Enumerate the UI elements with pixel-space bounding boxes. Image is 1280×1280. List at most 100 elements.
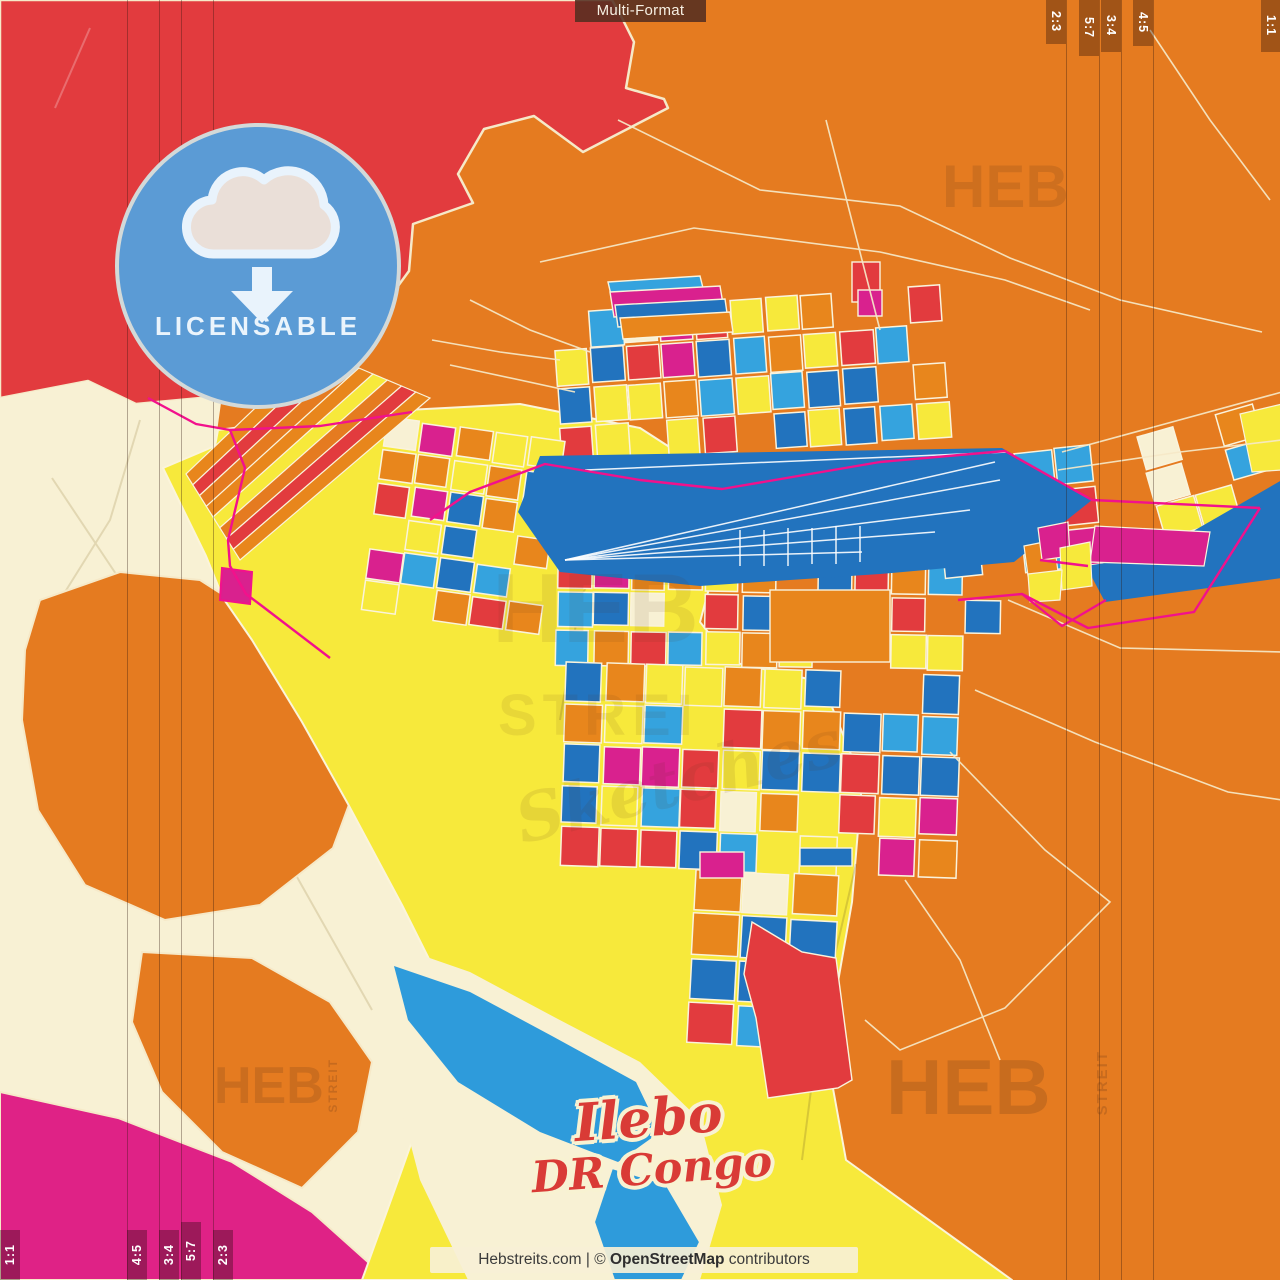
map-parcel (915, 401, 953, 441)
map-parcel (435, 556, 476, 594)
lake (394, 966, 660, 1162)
aspect-tab-4-5-top[interactable]: 4:5 (1133, 0, 1153, 46)
map-parcel (907, 284, 943, 324)
map-parcel (562, 703, 604, 744)
map-parcel (690, 911, 741, 958)
aspect-tab-2-3-top[interactable]: 2:3 (1046, 0, 1066, 44)
map-parcel (683, 666, 724, 708)
map-parcel (767, 334, 804, 374)
map-parcel (605, 662, 646, 703)
map-parcel (410, 486, 449, 522)
osm-link[interactable]: OpenStreetMap (609, 1251, 725, 1268)
map-parcel (665, 417, 701, 458)
aspect-tab-label: 2:3 (1049, 11, 1063, 33)
map-parcel (377, 448, 417, 485)
map-parcel (360, 579, 401, 616)
map-parcel (874, 325, 910, 365)
map-parcel (644, 663, 684, 705)
map-parcel (629, 631, 667, 668)
map-parcel (373, 482, 411, 520)
aspect-tab-4-5-bottom[interactable]: 4:5 (127, 1230, 147, 1280)
map-parcel (593, 383, 630, 423)
aspect-tab-1-1-top[interactable]: 1:1 (1261, 0, 1280, 52)
map-parcel (562, 743, 601, 784)
road-minor (54, 27, 91, 109)
map-parcel (472, 563, 512, 598)
accent-parcels (218, 261, 891, 1099)
parcel-zone (360, 415, 566, 636)
map-parcel (417, 422, 457, 458)
map-parcel (800, 752, 842, 794)
map-parcel (445, 491, 485, 528)
map-parcel (688, 958, 738, 1002)
map-parcel (592, 591, 630, 627)
map-parcel (773, 411, 809, 450)
map-parcel (1053, 443, 1095, 486)
map-parcel (920, 715, 959, 757)
map-parcel (695, 338, 733, 378)
map-parcel (399, 551, 439, 589)
map-parcel (1145, 462, 1192, 506)
map-parcel (560, 784, 599, 824)
map-parcel (719, 790, 758, 833)
map-parcel (600, 785, 639, 827)
streets-in-blue-block (564, 451, 1009, 566)
aspect-tab-5-7-bottom[interactable]: 5:7 (181, 1222, 201, 1280)
region-orange-blob-south (130, 950, 374, 1190)
map-parcel (799, 292, 835, 331)
aspect-tab-3-4-bottom[interactable]: 3:4 (159, 1230, 179, 1280)
map-parcel (625, 343, 662, 381)
map-parcel (878, 403, 915, 442)
map-parcel (769, 370, 806, 411)
aspect-tab-label: 1:1 (3, 1244, 17, 1266)
map-parcel (678, 788, 717, 830)
aspect-tab-label: 5:7 (1082, 17, 1096, 39)
map-parcel (702, 415, 739, 455)
map-parcel (761, 709, 802, 752)
map-parcel (564, 661, 603, 703)
map-parcel (912, 361, 949, 401)
map-parcel (803, 669, 842, 709)
map-parcel (404, 519, 443, 555)
map-parcel (667, 631, 703, 667)
map-parcel (732, 335, 768, 375)
site-link[interactable]: Hebstreits.com (478, 1251, 582, 1268)
street-network (431, 29, 1280, 1061)
map-parcel (602, 745, 642, 786)
map-parcel (663, 378, 700, 419)
map-parcel (593, 630, 630, 667)
map-parcel (629, 592, 666, 627)
map-parcel (432, 589, 472, 627)
map-parcel (842, 712, 882, 754)
map-parcel (759, 792, 800, 833)
map-parcel (722, 708, 763, 750)
multi-format-tab[interactable]: Multi-Format (575, 0, 706, 22)
map-parcel (491, 431, 529, 468)
map-parcel (640, 746, 681, 789)
region-magenta (0, 1090, 390, 1280)
map-parcel (807, 407, 843, 448)
map-parcel (763, 668, 803, 710)
parcel-zone (559, 661, 961, 879)
map-parcel (556, 591, 594, 628)
map-parcel (839, 752, 881, 795)
map-parcel (698, 377, 736, 417)
licensable-badge[interactable]: LICENSABLE (115, 123, 401, 409)
map-parcel (232, 391, 432, 561)
aspect-tab-3-4-top[interactable]: 3:4 (1101, 0, 1121, 52)
map-parcel (440, 524, 478, 560)
map-parcel (504, 600, 544, 636)
map-parcel (842, 405, 878, 446)
map-parcel (760, 749, 801, 792)
aspect-tab-5-7-top[interactable]: 5:7 (1079, 0, 1099, 56)
aspect-tab-1-1-bottom[interactable]: 1:1 (0, 1230, 20, 1280)
aspect-tab-label: 1:1 (1264, 15, 1278, 37)
map-parcel (881, 713, 920, 753)
map-parcel (802, 331, 839, 369)
cloud-download-icon (182, 166, 340, 323)
map-parcel (741, 871, 790, 916)
map-parcel (468, 595, 508, 631)
aspect-tab-2-3-bottom[interactable]: 2:3 (213, 1230, 233, 1280)
